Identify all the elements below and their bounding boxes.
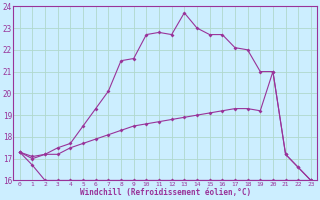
X-axis label: Windchill (Refroidissement éolien,°C): Windchill (Refroidissement éolien,°C): [80, 188, 251, 197]
